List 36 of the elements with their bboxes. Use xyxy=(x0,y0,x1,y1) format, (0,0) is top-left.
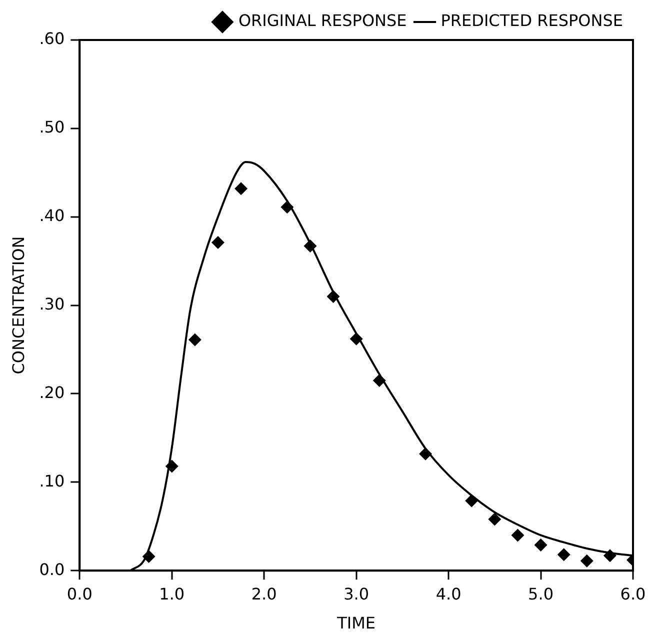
y-tick-label: .30 xyxy=(39,294,65,314)
y-tick-label: .20 xyxy=(39,382,65,402)
y-tick-label: .10 xyxy=(39,471,65,490)
x-tick-label: 3.0 xyxy=(344,584,370,604)
y-tick-label: 0.0 xyxy=(39,560,65,579)
y-axis-title: CONCENTRATION xyxy=(8,236,28,374)
point xyxy=(511,528,524,542)
point xyxy=(188,333,202,346)
x-axis-title: TIME xyxy=(336,614,376,633)
x-tick-label: 0.0 xyxy=(66,584,92,604)
point xyxy=(372,374,386,387)
x-tick-label: 6.0 xyxy=(620,584,646,604)
point xyxy=(280,200,294,214)
y-tick-label: .60 xyxy=(39,29,65,48)
x-tick-label: 5.0 xyxy=(528,584,554,604)
x-tick-label: 2.0 xyxy=(251,584,277,604)
point xyxy=(580,554,594,568)
point xyxy=(350,332,363,346)
point xyxy=(165,460,178,473)
legend-label: ORIGINAL RESPONSE xyxy=(238,11,407,30)
point xyxy=(326,290,340,303)
y-tick-label: .50 xyxy=(39,118,65,137)
point xyxy=(603,549,616,562)
y-tick-label: .40 xyxy=(39,206,65,226)
point xyxy=(465,494,478,508)
point xyxy=(534,538,548,552)
x-tick-label: 1.0 xyxy=(159,584,185,604)
legend-label: PREDICTED RESPONSE xyxy=(440,11,623,30)
point xyxy=(211,236,224,250)
point xyxy=(557,548,570,562)
point xyxy=(488,512,502,526)
point xyxy=(142,550,156,563)
point xyxy=(304,240,317,253)
x-tick-label: 4.0 xyxy=(436,584,462,604)
point xyxy=(418,447,432,460)
point xyxy=(234,182,248,196)
